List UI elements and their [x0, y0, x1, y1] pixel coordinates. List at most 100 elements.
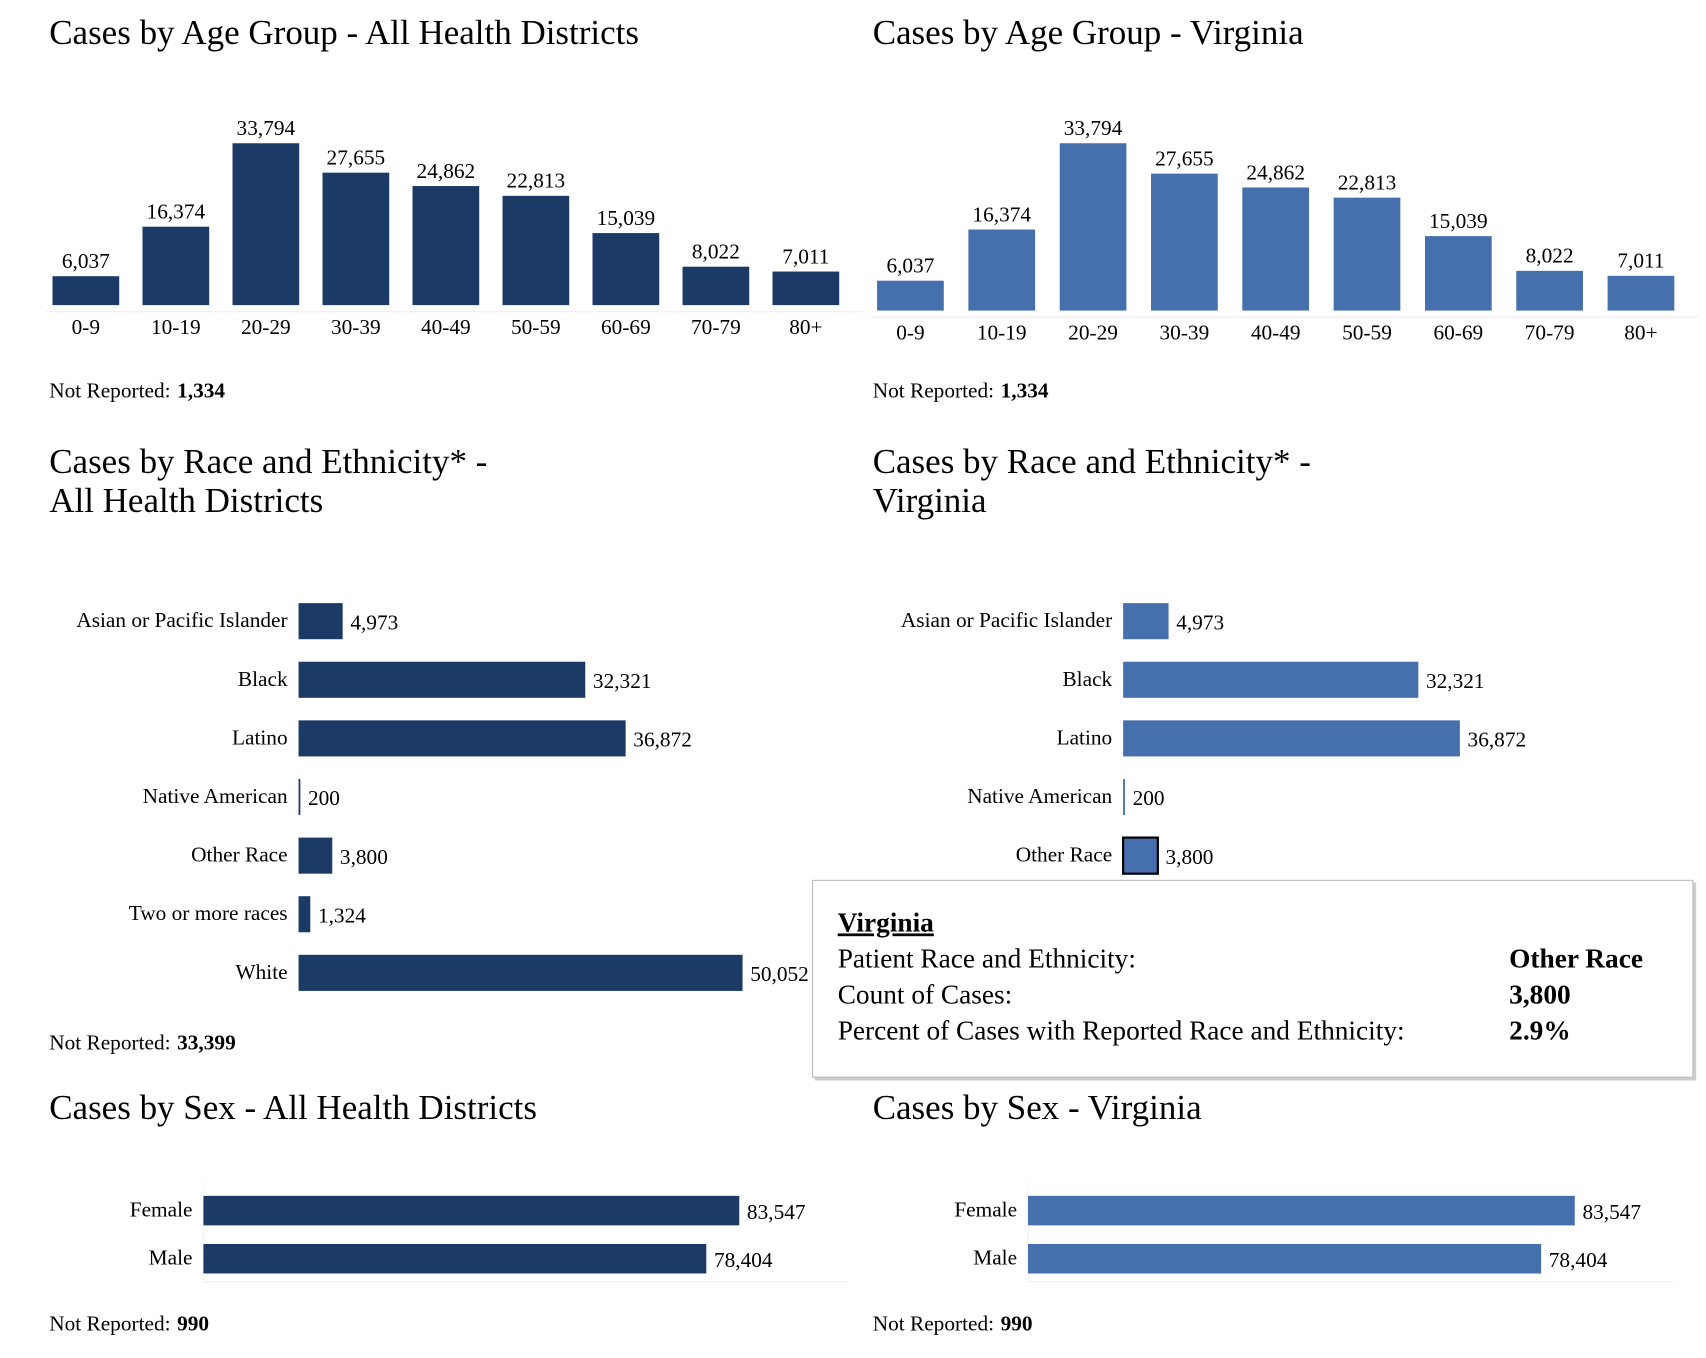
- x-tick-label: 10-19: [977, 321, 1027, 345]
- not-reported-value: 1,334: [1001, 378, 1049, 402]
- bar: [1122, 836, 1159, 875]
- chart-title: Cases by Race and Ethnicity* -: [873, 442, 1311, 481]
- bar: [1059, 143, 1127, 311]
- value-label: 22,813: [507, 169, 566, 193]
- chart-title: Cases by Sex - All Health Districts: [49, 1088, 537, 1127]
- not-reported: Not Reported: 1,334: [49, 378, 225, 402]
- bar: [298, 778, 301, 816]
- tooltip-value: Other Race: [1509, 944, 1643, 974]
- bar: [1242, 187, 1310, 311]
- value-label: 3,800: [340, 845, 388, 869]
- bar: [1027, 1243, 1542, 1274]
- category-label: Latino: [232, 725, 288, 749]
- bar: [232, 143, 300, 306]
- x-tick-label: 80+: [1624, 321, 1657, 345]
- x-tick-label: 0-9: [72, 315, 100, 339]
- chart-title: Cases by Age Group - All Health District…: [49, 13, 639, 52]
- tooltip-value: 2.9%: [1509, 1016, 1571, 1046]
- bar: [298, 954, 743, 991]
- value-label: 50,052: [750, 962, 809, 986]
- category-label: Other Race: [1016, 843, 1112, 867]
- not-reported: Not Reported: 1,334: [873, 378, 1049, 402]
- value-label: 7,011: [1617, 249, 1664, 273]
- category-label: Asian or Pacific Islander: [901, 608, 1112, 632]
- x-tick-label: 50-59: [511, 315, 561, 339]
- not-reported-label: Not Reported:: [873, 1311, 994, 1335]
- tooltip-title: Virginia: [838, 907, 934, 937]
- bar: [203, 1243, 707, 1274]
- value-label: 16,374: [147, 199, 206, 223]
- value-label: 8,022: [692, 239, 740, 263]
- category-label: Black: [1062, 667, 1112, 691]
- not-reported: Not Reported: 33,399: [49, 1030, 236, 1054]
- bar: [502, 195, 570, 306]
- value-label: 4,973: [1176, 610, 1224, 634]
- tooltip-field: Patient Race and Ethnicity:: [838, 944, 1136, 974]
- category-label: Female: [130, 1198, 193, 1222]
- not-reported: Not Reported: 990: [873, 1311, 1033, 1335]
- x-tick-label: 70-79: [1525, 321, 1575, 345]
- value-label: 200: [308, 786, 340, 810]
- value-label: 33,794: [1064, 116, 1123, 140]
- bar: [298, 603, 343, 640]
- tooltip: Virginia Patient Race and Ethnicity: Other…: [811, 879, 1697, 1081]
- bar: [1607, 275, 1675, 311]
- value-label: 33,794: [237, 116, 296, 140]
- value-label: 83,547: [1582, 1200, 1641, 1224]
- tooltip-field: Count of Cases:: [838, 980, 1013, 1010]
- value-label: 16,374: [972, 202, 1031, 226]
- value-label: 78,404: [714, 1248, 773, 1272]
- bar: [877, 280, 944, 311]
- not-reported-label: Not Reported:: [49, 378, 170, 402]
- category-label: Latino: [1057, 725, 1113, 749]
- chart-title: Cases by Sex - Virginia: [873, 1088, 1202, 1127]
- value-label: 3,800: [1165, 845, 1213, 869]
- bar: [298, 837, 333, 874]
- chart-title: Virginia: [873, 481, 987, 520]
- not-reported-label: Not Reported:: [49, 1030, 170, 1054]
- not-reported-value: 1,334: [177, 378, 225, 402]
- value-label: 24,862: [417, 159, 476, 183]
- value-label: 8,022: [1526, 244, 1574, 268]
- value-label: 22,813: [1338, 170, 1397, 194]
- category-label: Native American: [967, 784, 1112, 808]
- not-reported-value: 33,399: [177, 1030, 236, 1054]
- bar: [322, 172, 390, 306]
- category-label: Black: [238, 667, 288, 691]
- value-label: 200: [1133, 786, 1165, 810]
- bar: [1123, 661, 1419, 698]
- bar: [1027, 1195, 1575, 1226]
- bar: [772, 271, 840, 306]
- value-label: 6,037: [62, 249, 110, 273]
- not-reported-label: Not Reported:: [49, 1311, 170, 1335]
- x-tick-label: 50-59: [1342, 321, 1392, 345]
- not-reported: Not Reported: 990: [49, 1311, 209, 1335]
- tooltip-value: 3,800: [1509, 980, 1571, 1010]
- not-reported-value: 990: [1001, 1311, 1033, 1335]
- category-label: Asian or Pacific Islander: [76, 608, 287, 632]
- x-tick-label: 30-39: [1160, 321, 1210, 345]
- category-label: White: [236, 960, 288, 984]
- value-label: 83,547: [747, 1200, 806, 1224]
- x-tick-label: 0-9: [896, 321, 924, 345]
- value-label: 15,039: [1429, 209, 1488, 233]
- x-tick-label: 40-49: [421, 315, 471, 339]
- x-tick-label: 20-29: [1068, 321, 1118, 345]
- bar: [203, 1195, 740, 1226]
- value-label: 7,011: [782, 244, 829, 268]
- value-label: 78,404: [1549, 1248, 1608, 1272]
- bar: [1151, 173, 1218, 311]
- dashboard-content: Cases by Age Group - All Health District…: [45, 13, 1699, 1335]
- bar: [298, 661, 586, 698]
- value-label: 6,037: [886, 253, 934, 277]
- bar: [592, 233, 660, 306]
- x-tick-label: 40-49: [1251, 321, 1301, 345]
- value-label: 36,872: [633, 728, 692, 752]
- bar: [52, 276, 120, 306]
- not-reported-value: 990: [177, 1311, 209, 1335]
- value-label: 24,862: [1246, 160, 1305, 184]
- bar: [1123, 778, 1125, 816]
- bar: [1123, 603, 1169, 640]
- category-label: Two or more races: [129, 901, 288, 925]
- bar: [968, 229, 1036, 311]
